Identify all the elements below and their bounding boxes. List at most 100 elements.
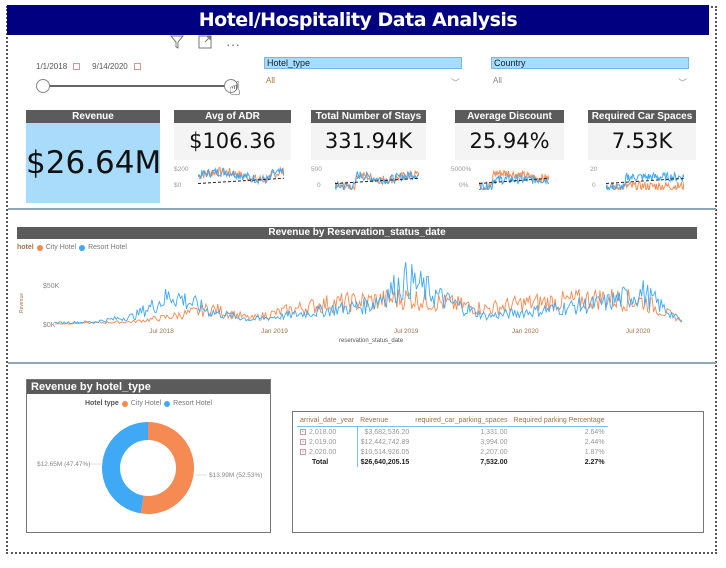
legend-item[interactable]: City Hotel bbox=[130, 400, 162, 407]
axis-tick: 0% bbox=[459, 182, 469, 189]
sparkline-trend bbox=[479, 177, 549, 184]
axis-tick: 5000% bbox=[451, 166, 472, 173]
kpi-title: Required Car Spaces bbox=[588, 110, 696, 123]
sparkline-resort bbox=[198, 166, 284, 186]
hotel-type-dropdown[interactable]: All ﹀ bbox=[264, 69, 462, 89]
column-header[interactable]: required_car_parking_spaces bbox=[412, 417, 511, 427]
donut-slice-resort[interactable] bbox=[101, 422, 148, 514]
sparkline-trend bbox=[335, 177, 419, 184]
legend-item[interactable]: Resort Hotel bbox=[88, 244, 127, 251]
sparkline-trend bbox=[606, 177, 684, 184]
kpi-title: Revenue bbox=[26, 110, 160, 123]
kpi-title: Average Discount bbox=[455, 110, 564, 123]
legend-item[interactable]: City Hotel bbox=[45, 244, 77, 251]
table-cell: $3,682,536.20 bbox=[364, 428, 410, 436]
sparkline-svg bbox=[479, 169, 549, 190]
table-row: +2,018.00 $3,682,536.20 1,331.00 2.64% bbox=[297, 426, 608, 437]
total-row: Total $26,640,205.15 7,532.00 2.27% bbox=[297, 457, 608, 467]
revenue-matrix-table[interactable]: arrival_date_year Revenue required_car_par… bbox=[292, 411, 704, 533]
slider-end-handle[interactable] bbox=[224, 79, 238, 93]
visual-header: ··· bbox=[169, 35, 240, 52]
table-cell: 2.27% bbox=[584, 458, 605, 466]
kpi-card-revenue[interactable]: Revenue $26.64M bbox=[26, 110, 161, 203]
axis-tick: 0 bbox=[317, 182, 321, 189]
calendar-icon[interactable] bbox=[133, 63, 141, 70]
axis-tick: 20 bbox=[590, 166, 598, 173]
country-dropdown[interactable]: All ﹀ bbox=[491, 69, 689, 89]
table-cell: +2,018.00 bbox=[297, 426, 358, 437]
y-tick: $0K bbox=[43, 322, 56, 329]
table-cell: $26,640,205.15 bbox=[360, 458, 410, 466]
kpi-card-discount[interactable]: Average Discount 25.94% 5000% 0% bbox=[451, 110, 564, 192]
filter-icon[interactable] bbox=[169, 35, 185, 52]
table-cell: 3,994.00 bbox=[480, 438, 508, 446]
date-slider-track[interactable] bbox=[42, 85, 236, 87]
donut-plot: $12.65M (47.47%) $13.99M (52.53%) bbox=[37, 422, 262, 514]
calendar-icon[interactable] bbox=[73, 63, 81, 70]
kpi-value: $26.64M bbox=[26, 123, 161, 203]
y-tick: $50K bbox=[43, 283, 60, 290]
table-cell: 7,532.00 bbox=[480, 458, 508, 466]
table-row: +2,020.00 $10,514,926.05 2,207.00 1.87% bbox=[297, 447, 608, 457]
y-axis-label: Revenue bbox=[19, 293, 25, 313]
axis-tick: $200 bbox=[174, 166, 189, 173]
table-cell: 1,331.00 bbox=[480, 428, 508, 436]
chevron-down-icon: ﹀ bbox=[450, 78, 460, 88]
donut-slice-city[interactable] bbox=[140, 422, 194, 514]
slice-label-city: $13.99M (52.53%) bbox=[209, 472, 262, 479]
focus-mode-icon[interactable] bbox=[198, 35, 212, 52]
legend-dot-city bbox=[36, 244, 43, 251]
dropdown-value: All bbox=[493, 76, 502, 85]
table-cell: +2,019.00 bbox=[297, 437, 358, 447]
expand-icon[interactable]: + bbox=[300, 438, 306, 445]
column-header[interactable]: Required parking Percentage bbox=[510, 417, 608, 427]
kpi-card-stays[interactable]: Total Number of Stays 331.94K 500 0 bbox=[311, 110, 426, 192]
kpi-value: 7.53K bbox=[588, 123, 696, 160]
slider-start-handle[interactable] bbox=[36, 79, 50, 93]
chevron-down-icon: ﹀ bbox=[677, 78, 687, 88]
date-range-slicer: 1/1/2018 9/14/2020 ☝ bbox=[36, 62, 246, 102]
column-header[interactable]: Revenue bbox=[357, 417, 413, 427]
x-tick: Jan 2019 bbox=[261, 328, 288, 335]
kpi-card-adr[interactable]: Avg of ADR $106.36 $200 $0 bbox=[174, 110, 291, 192]
sparkline: $200 $0 bbox=[174, 164, 291, 192]
page-title: Hotel/Hospitality Data Analysis bbox=[7, 5, 709, 35]
x-tick: Jan 2020 bbox=[512, 328, 539, 335]
revenue-line-chart[interactable]: Revenue by Reservation_status_date hotel… bbox=[17, 227, 697, 347]
sparkline: 20 0 bbox=[588, 164, 696, 192]
end-date[interactable]: 9/14/2020 bbox=[92, 62, 128, 71]
revenue-donut-chart[interactable]: Revenue by hotel_type Hotel type City Ho… bbox=[26, 379, 271, 533]
x-tick: Jul 2020 bbox=[626, 328, 651, 335]
chart-title: Revenue by hotel_type bbox=[27, 380, 270, 394]
axis-tick: $0 bbox=[174, 182, 182, 189]
series-line-city[interactable] bbox=[54, 288, 683, 325]
expand-icon[interactable]: + bbox=[300, 448, 306, 455]
table-cell: 2,207.00 bbox=[480, 448, 508, 456]
section-divider bbox=[8, 362, 716, 364]
series-line-resort[interactable] bbox=[54, 262, 683, 325]
x-axis-label: reservation_status_date bbox=[339, 338, 404, 344]
slice-label-resort: $12.65M (47.47%) bbox=[37, 461, 90, 468]
x-tick: Jul 2019 bbox=[394, 328, 419, 335]
legend-item[interactable]: Resort Hotel bbox=[173, 400, 213, 407]
hotel-type-slicer: Hotel_type All ﹀ bbox=[264, 57, 462, 89]
legend-dot-city bbox=[121, 400, 128, 407]
line-plot: Revenue $50K $0K Jul 2018 Jan 2019 Jul 201… bbox=[19, 262, 683, 344]
more-options-icon[interactable]: ··· bbox=[226, 35, 240, 52]
start-date[interactable]: 1/1/2018 bbox=[36, 62, 68, 71]
table-cell: Total bbox=[297, 457, 358, 467]
expand-icon[interactable]: + bbox=[300, 428, 306, 435]
table-cell: 1.87% bbox=[584, 448, 605, 456]
column-header[interactable]: arrival_date_year bbox=[297, 417, 358, 427]
kpi-title: Avg of ADR bbox=[174, 110, 291, 123]
section-divider bbox=[8, 208, 716, 210]
table-row: +2,019.00 $12,442,742.89 3,994.00 2.44% bbox=[297, 437, 608, 447]
table-cell: 2.64% bbox=[584, 428, 605, 436]
legend-dot-resort bbox=[79, 244, 86, 251]
sparkline-resort bbox=[606, 171, 684, 190]
sparkline-city bbox=[606, 180, 684, 190]
kpi-card-car-spaces[interactable]: Required Car Spaces 7.53K 20 0 bbox=[588, 110, 696, 192]
axis-tick: 0 bbox=[592, 182, 596, 189]
legend-dot-resort bbox=[164, 400, 171, 407]
kpi-value: 331.94K bbox=[311, 123, 426, 160]
